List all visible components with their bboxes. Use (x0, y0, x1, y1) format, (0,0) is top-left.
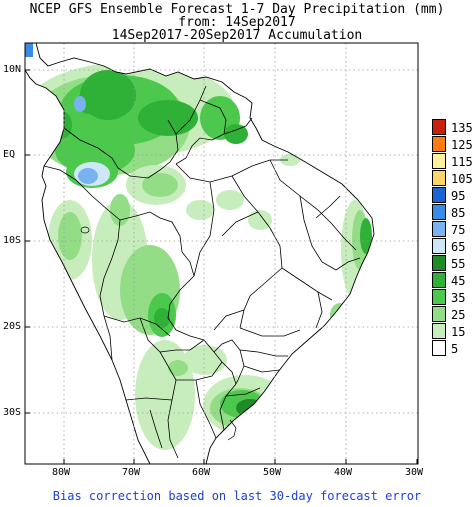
lon-label-40w: 40W (334, 467, 353, 478)
legend-label-25: 25 (451, 308, 466, 322)
lat-label-10n: 10N (3, 64, 22, 75)
coastline (24, 42, 375, 465)
lon-label-50w: 50W (263, 467, 282, 478)
legend-label-75: 75 (451, 223, 466, 237)
legend-label-125: 125 (451, 138, 473, 152)
legend-swatch-75 (432, 221, 446, 237)
legend-label-85: 85 (451, 206, 466, 220)
lat-label-30s: 30S (3, 407, 22, 418)
lat-label-20s: 20S (3, 321, 22, 332)
legend-label-135: 135 (451, 121, 473, 135)
lat-label-10s: 10S (3, 235, 22, 246)
legend-swatch-115 (432, 153, 446, 169)
lat-label-eq: EQ (3, 149, 16, 160)
country-borders (43, 85, 361, 459)
lon-label-30w: 30W (405, 467, 424, 478)
legend-label-35: 35 (451, 291, 466, 305)
map-frame (24, 42, 419, 465)
legend-swatch-15 (432, 323, 446, 339)
lon-label-70w: 70W (122, 467, 141, 478)
title-line-3: 14Sep2017-20Sep2017 Accumulation (111, 28, 363, 43)
legend-label-55: 55 (451, 257, 466, 271)
legend-swatch-65 (432, 238, 446, 254)
legend-swatch-105 (432, 170, 446, 186)
legend-label-105: 105 (451, 172, 473, 186)
title-line-2: from: 14Sep2017 (178, 15, 296, 30)
legend-swatch-95 (432, 187, 446, 203)
legend-swatch-35 (432, 289, 446, 305)
legend-swatch-55 (432, 255, 446, 271)
legend-label-95: 95 (451, 189, 466, 203)
legend-label-115: 115 (451, 155, 473, 169)
legend-swatch-125 (432, 136, 446, 152)
precip-patch-caribbean (25, 43, 33, 57)
legend-swatch-85 (432, 204, 446, 220)
lakes (80, 226, 237, 441)
legend-label-65: 65 (451, 240, 466, 254)
legend-swatch-135 (432, 119, 446, 135)
legend-swatch-5 (432, 340, 446, 356)
bias-correction-note: Bias correction based on last 30-day for… (52, 489, 422, 503)
legend-label-45: 45 (451, 274, 466, 288)
legend-label-15: 15 (451, 325, 466, 339)
lon-label-80w: 80W (52, 467, 71, 478)
legend-swatch-25 (432, 306, 446, 322)
legend-swatch-45 (432, 272, 446, 288)
lon-label-60w: 60W (192, 467, 211, 478)
legend-label-5: 5 (451, 342, 459, 356)
axis-ticks (25, 69, 418, 464)
title-line-1: NCEP GFS Ensemble Forecast 1-7 Day Preci… (29, 2, 445, 17)
